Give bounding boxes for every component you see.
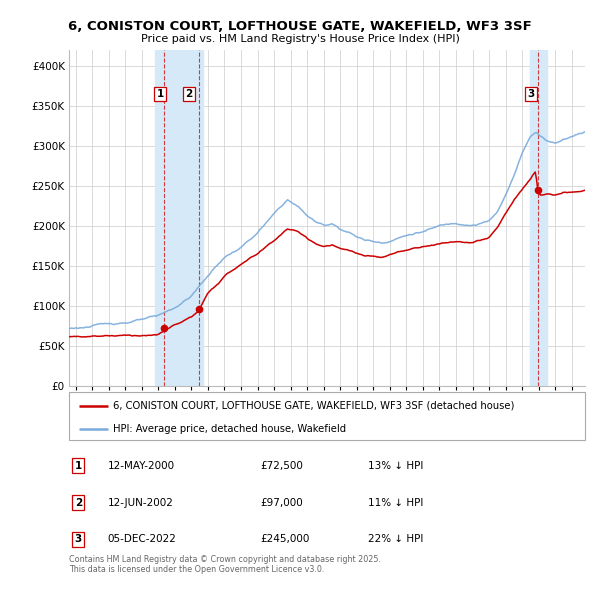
- FancyBboxPatch shape: [69, 392, 585, 440]
- Text: 1: 1: [157, 89, 164, 99]
- Text: 13% ↓ HPI: 13% ↓ HPI: [368, 461, 424, 471]
- Text: 2: 2: [185, 89, 193, 99]
- Text: 1: 1: [74, 461, 82, 471]
- Text: 05-DEC-2022: 05-DEC-2022: [108, 535, 176, 545]
- Text: 12-JUN-2002: 12-JUN-2002: [108, 497, 173, 507]
- Text: 11% ↓ HPI: 11% ↓ HPI: [368, 497, 424, 507]
- Text: Contains HM Land Registry data © Crown copyright and database right 2025.: Contains HM Land Registry data © Crown c…: [69, 555, 381, 564]
- Text: £97,000: £97,000: [260, 497, 302, 507]
- Text: Price paid vs. HM Land Registry's House Price Index (HPI): Price paid vs. HM Land Registry's House …: [140, 34, 460, 44]
- Text: £245,000: £245,000: [260, 535, 309, 545]
- Bar: [155, 50, 164, 386]
- Bar: [199, 50, 203, 386]
- Text: 22% ↓ HPI: 22% ↓ HPI: [368, 535, 424, 545]
- Bar: [530, 50, 547, 386]
- Text: 12-MAY-2000: 12-MAY-2000: [108, 461, 175, 471]
- Text: 6, CONISTON COURT, LOFTHOUSE GATE, WAKEFIELD, WF3 3SF: 6, CONISTON COURT, LOFTHOUSE GATE, WAKEF…: [68, 20, 532, 33]
- Bar: [164, 50, 199, 386]
- Text: 3: 3: [527, 89, 535, 99]
- Text: £72,500: £72,500: [260, 461, 303, 471]
- Text: 3: 3: [74, 535, 82, 545]
- Text: HPI: Average price, detached house, Wakefield: HPI: Average price, detached house, Wake…: [113, 424, 346, 434]
- Text: 2: 2: [74, 497, 82, 507]
- Text: 6, CONISTON COURT, LOFTHOUSE GATE, WAKEFIELD, WF3 3SF (detached house): 6, CONISTON COURT, LOFTHOUSE GATE, WAKEF…: [113, 401, 514, 411]
- Text: This data is licensed under the Open Government Licence v3.0.: This data is licensed under the Open Gov…: [69, 565, 325, 574]
